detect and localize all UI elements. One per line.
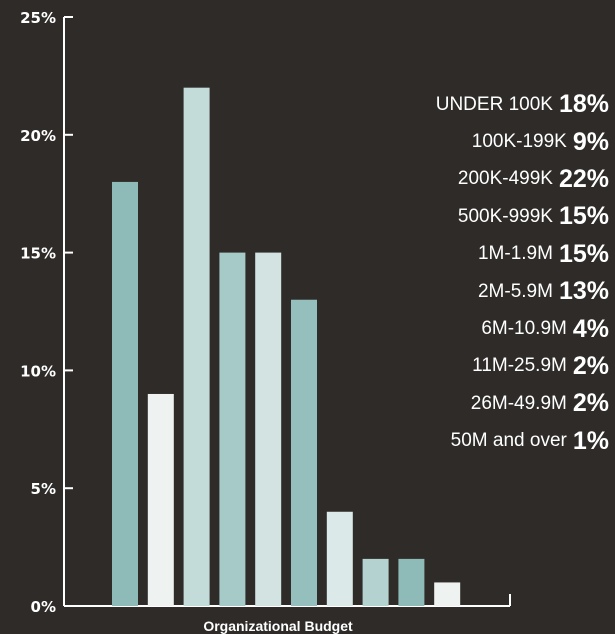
bars <box>112 87 461 607</box>
legend-value-label: 22% <box>558 164 609 193</box>
legend-value-label: 1% <box>572 426 609 455</box>
legend-value-label: 13% <box>558 277 609 306</box>
category-legend: UNDER 100K 18% 100K-199K 9% 200K-499K 22% 500K… <box>309 86 609 460</box>
legend-category-label: 11M-25.9M <box>472 355 567 377</box>
legend-item: 2M-5.9M 13% <box>309 273 609 310</box>
legend-value-label: 15% <box>558 239 609 268</box>
legend-category-label: 200K-499K <box>457 168 553 190</box>
bar <box>326 511 353 606</box>
legend-category-label: 2M-5.9M <box>477 280 553 302</box>
legend-item: 100K-199K 9% <box>309 123 609 160</box>
y-tick-label: 0% <box>31 598 56 616</box>
y-tick-label: 15% <box>20 245 56 263</box>
y-tick-label: 25% <box>20 9 56 27</box>
bar <box>219 252 246 606</box>
legend-item: 500K-999K 15% <box>309 198 609 235</box>
legend-value-label: 18% <box>558 90 609 119</box>
legend-item: 50M and over 1% <box>309 423 609 460</box>
y-tick-label: 20% <box>20 127 56 145</box>
y-tick-label: 5% <box>31 480 56 498</box>
legend-item: 200K-499K 22% <box>309 161 609 198</box>
legend-item: 26M-49.9M 2% <box>309 385 609 422</box>
legend-value-label: 15% <box>558 202 609 231</box>
legend-item: 11M-25.9M 2% <box>309 348 609 385</box>
bar <box>112 181 138 607</box>
bar <box>147 393 174 606</box>
bar <box>362 558 389 606</box>
legend-category-label: 50M and over <box>450 430 567 452</box>
y-axis-ticks: 0% 5% 10% 15% 20% 25% <box>20 9 73 616</box>
legend-value-label: 9% <box>572 127 609 156</box>
x-axis-label: Organizational Budget <box>203 618 353 634</box>
legend-item: 6M-10.9M 4% <box>309 310 609 347</box>
legend-item: UNDER 100K 18% <box>309 86 609 123</box>
legend-category-label: 26M-49.9M <box>470 392 567 414</box>
bar <box>398 558 425 606</box>
legend-category-label: 100K-199K <box>471 131 567 153</box>
legend-item: 1M-1.9M 15% <box>309 236 609 273</box>
legend-value-label: 2% <box>572 351 609 380</box>
legend-category-label: UNDER 100K <box>435 93 553 115</box>
bar <box>434 582 461 606</box>
legend-category-label: 6M-10.9M <box>481 318 567 340</box>
legend-value-label: 4% <box>572 314 609 343</box>
legend-value-label: 2% <box>572 389 609 418</box>
legend-category-label: 1M-1.9M <box>477 243 553 265</box>
bar <box>255 252 282 606</box>
legend-category-label: 500K-999K <box>457 205 553 227</box>
bar <box>183 87 210 607</box>
bar <box>291 299 317 606</box>
y-tick-label: 10% <box>20 362 56 380</box>
